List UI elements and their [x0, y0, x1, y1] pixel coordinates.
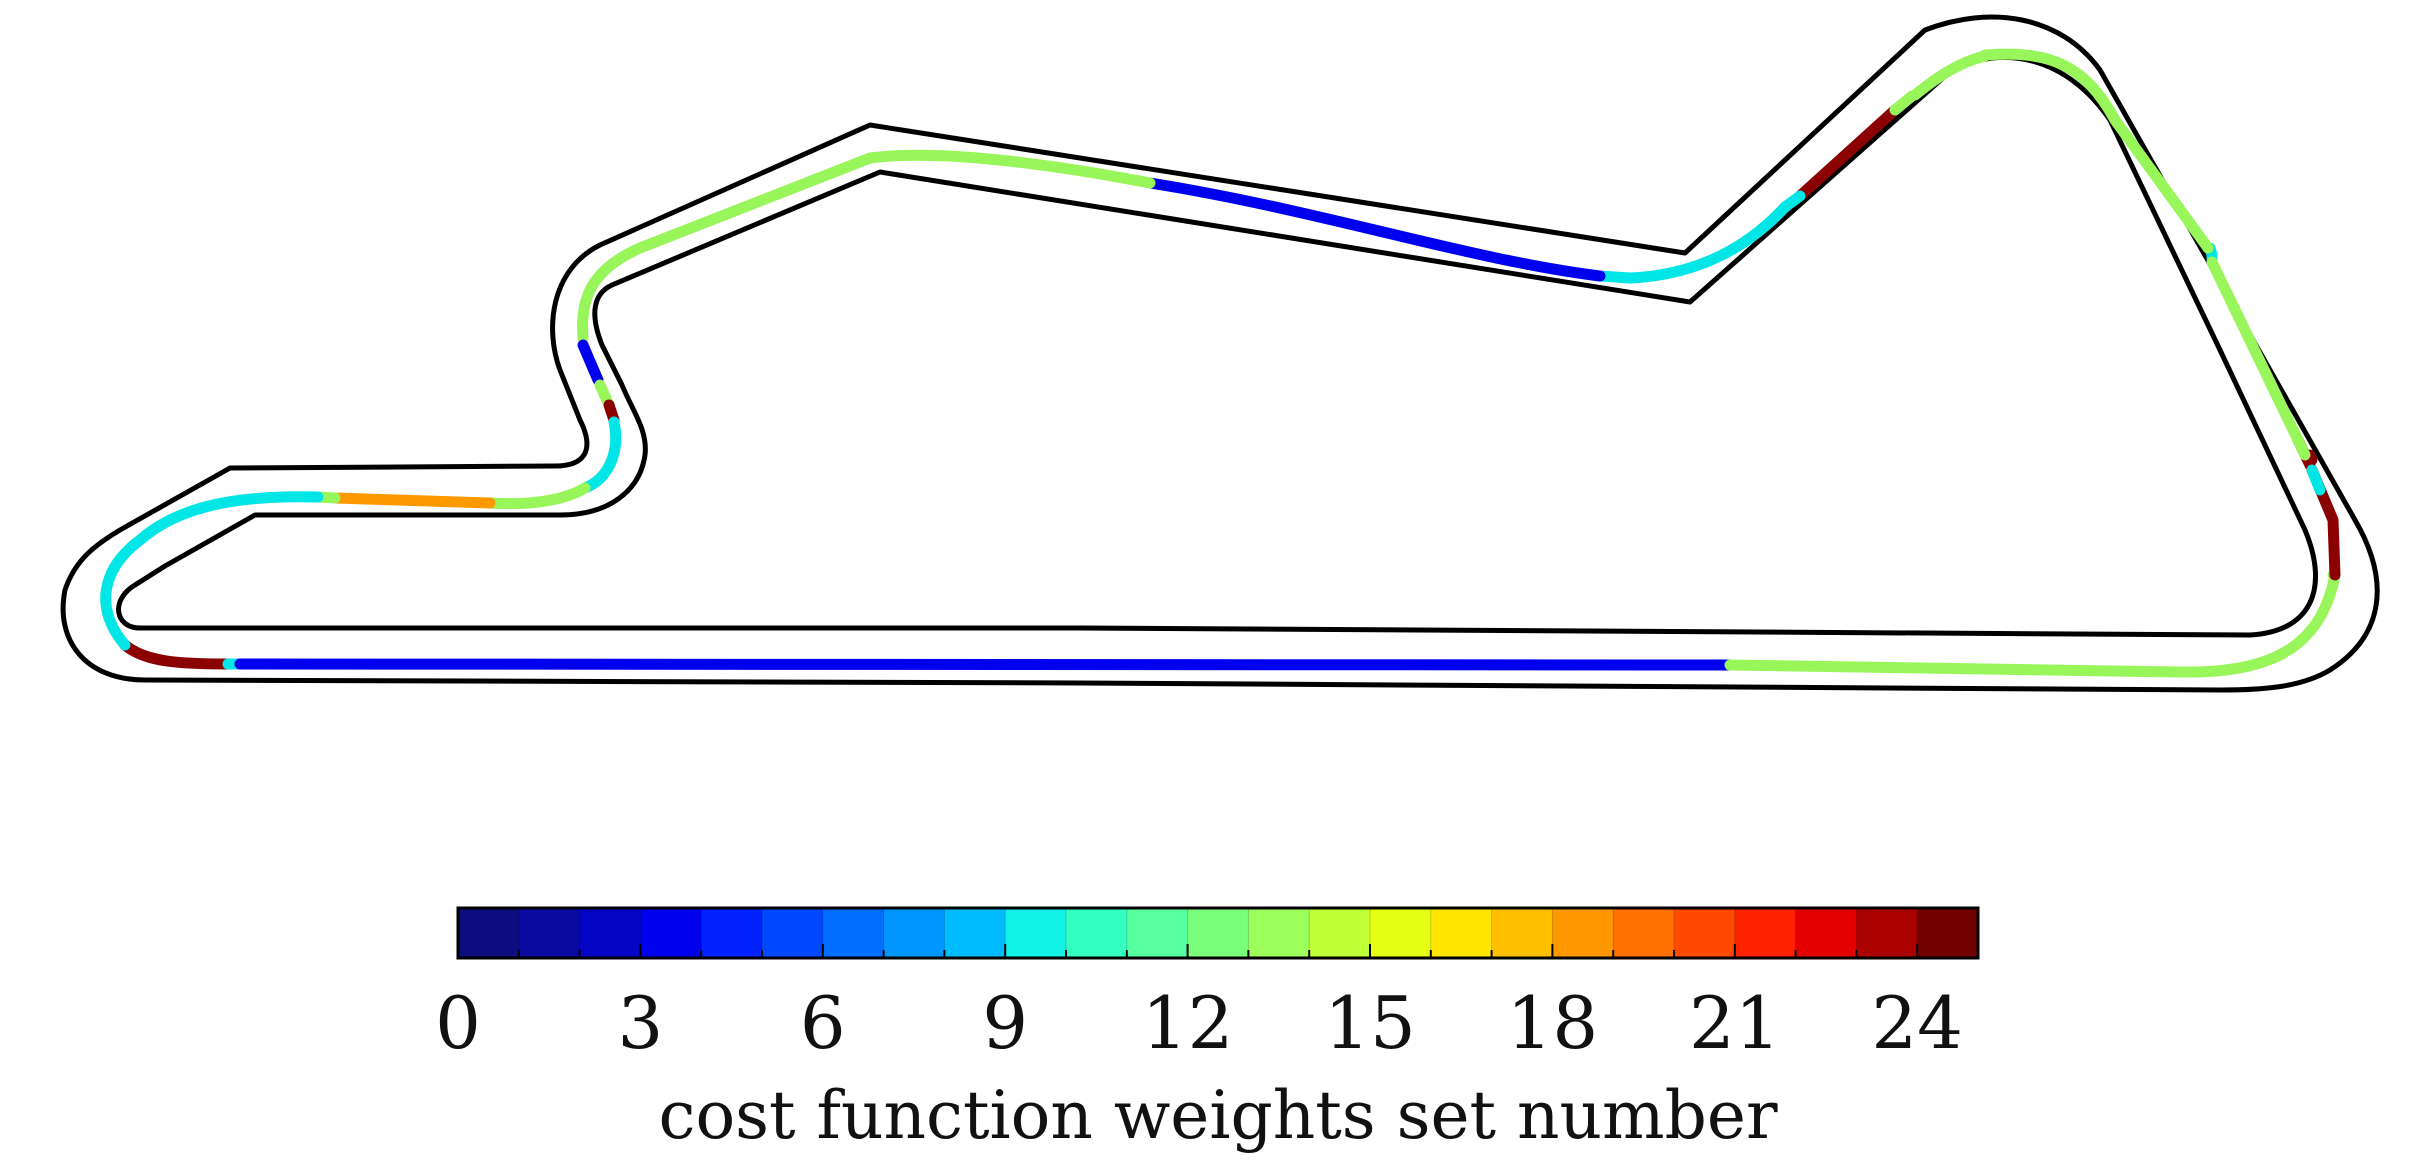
- colorbar-tick-label: 24: [1871, 981, 1963, 1065]
- colorbar-cell: [944, 908, 1006, 958]
- racing-line-segment: [234, 658, 1736, 671]
- colorbar-frame: [456, 906, 1980, 960]
- racing-line-segment: [1909, 50, 1991, 101]
- racing-line-segment: [2206, 256, 2304, 446]
- colorbar-cell: [822, 908, 885, 958]
- colorbar-cell: [1795, 908, 1857, 958]
- racing-line-segment: [1724, 569, 2341, 678]
- colorbar-cell: [701, 908, 763, 958]
- colorbar-cell: [1005, 908, 1067, 958]
- track-inner-edge: [116, 54, 2319, 638]
- racing-line-segment: [1979, 48, 2214, 254]
- racing-line-segment: [2306, 464, 2326, 496]
- racing-line: [100, 48, 2341, 678]
- racing-line-segment: [119, 639, 234, 670]
- racing-line-segment: [1624, 201, 1791, 284]
- racing-line-segment: [1794, 104, 1901, 202]
- colorbar-cell: [1187, 908, 1249, 958]
- racing-line-segment: [484, 482, 591, 510]
- racing-line-segment: [1144, 177, 1606, 282]
- colorbar-cell: [1066, 908, 1128, 958]
- racing-line-segment: [2292, 434, 2311, 461]
- colorbar-cell: [1674, 908, 1736, 958]
- racing-line-segment: [577, 339, 604, 386]
- colorbar-tick-label: 18: [1507, 981, 1599, 1065]
- colorbar-tick-label: 6: [800, 981, 846, 1065]
- colorbar-cell: [640, 908, 702, 958]
- colorbar-cell: [1917, 908, 1979, 958]
- colorbar-cell: [1430, 908, 1493, 958]
- colorbar-cell: [1248, 908, 1310, 958]
- colorbar-tick-label: 0: [435, 981, 481, 1065]
- colorbar: 0 3 6 9 12 15 18 21 24 cost function weights set…: [435, 906, 1980, 1154]
- colorbar-cell: [1309, 908, 1371, 958]
- colorbar-cell: [883, 908, 945, 958]
- colorbar-cell: [1552, 908, 1614, 958]
- colorbar-cell: [1613, 908, 1675, 958]
- colorbar-ticks: 0 3 6 9 12 15 18 21 24: [435, 908, 1979, 1065]
- colorbar-cell: [518, 908, 581, 958]
- racing-line-segment: [1889, 90, 1918, 116]
- colorbar-cell: [579, 908, 641, 958]
- racing-line-segment: [577, 149, 1156, 344]
- colorbar-tick-label: 9: [982, 981, 1028, 1065]
- colorbar-cell: [762, 908, 824, 958]
- racing-line-segment: [100, 491, 324, 651]
- colorbar-cell: [1491, 908, 1553, 958]
- colorbar-cell: [458, 908, 520, 958]
- colorbar-cell: [1126, 908, 1189, 958]
- racing-line-segment: [579, 416, 622, 494]
- colorbar-tick-label: 15: [1324, 981, 1416, 1065]
- colorbar-cell: [1370, 908, 1432, 958]
- colorbar-tick-label: 21: [1689, 981, 1781, 1065]
- racing-line-segment: [329, 492, 496, 509]
- colorbar-cell: [1734, 908, 1797, 958]
- colorbar-tick-label: 12: [1142, 981, 1234, 1065]
- colorbar-tick-label: 3: [617, 981, 663, 1065]
- colorbar-label: cost function weights set number: [658, 1077, 1777, 1154]
- colorbar-cells: [458, 908, 1979, 958]
- track-outer-edge: [60, 14, 2380, 693]
- colorbar-cell: [1856, 908, 1918, 958]
